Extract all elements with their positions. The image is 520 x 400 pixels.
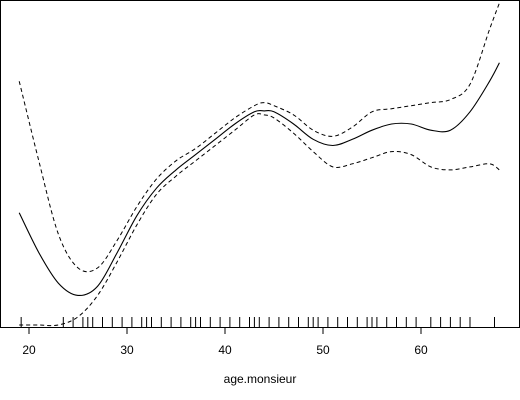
- upper-confidence-line: [18, 2, 500, 273]
- x-tick-label-20: 20: [22, 343, 36, 357]
- series-lines: [18, 2, 500, 327]
- x-tick-label-40: 40: [218, 343, 232, 357]
- x-tick-label-60: 60: [414, 343, 428, 357]
- x-axis-ticks: 20 30 40 50 60: [22, 327, 428, 357]
- rug-marks: [20, 317, 495, 327]
- lower-confidence-line: [19, 113, 500, 327]
- x-tick-label-30: 30: [120, 343, 134, 357]
- x-tick-label-50: 50: [316, 343, 330, 357]
- x-axis-title: age.monsieur: [224, 372, 297, 386]
- smooth-fit-line: [18, 62, 500, 296]
- plot-frame: [0, 0, 520, 328]
